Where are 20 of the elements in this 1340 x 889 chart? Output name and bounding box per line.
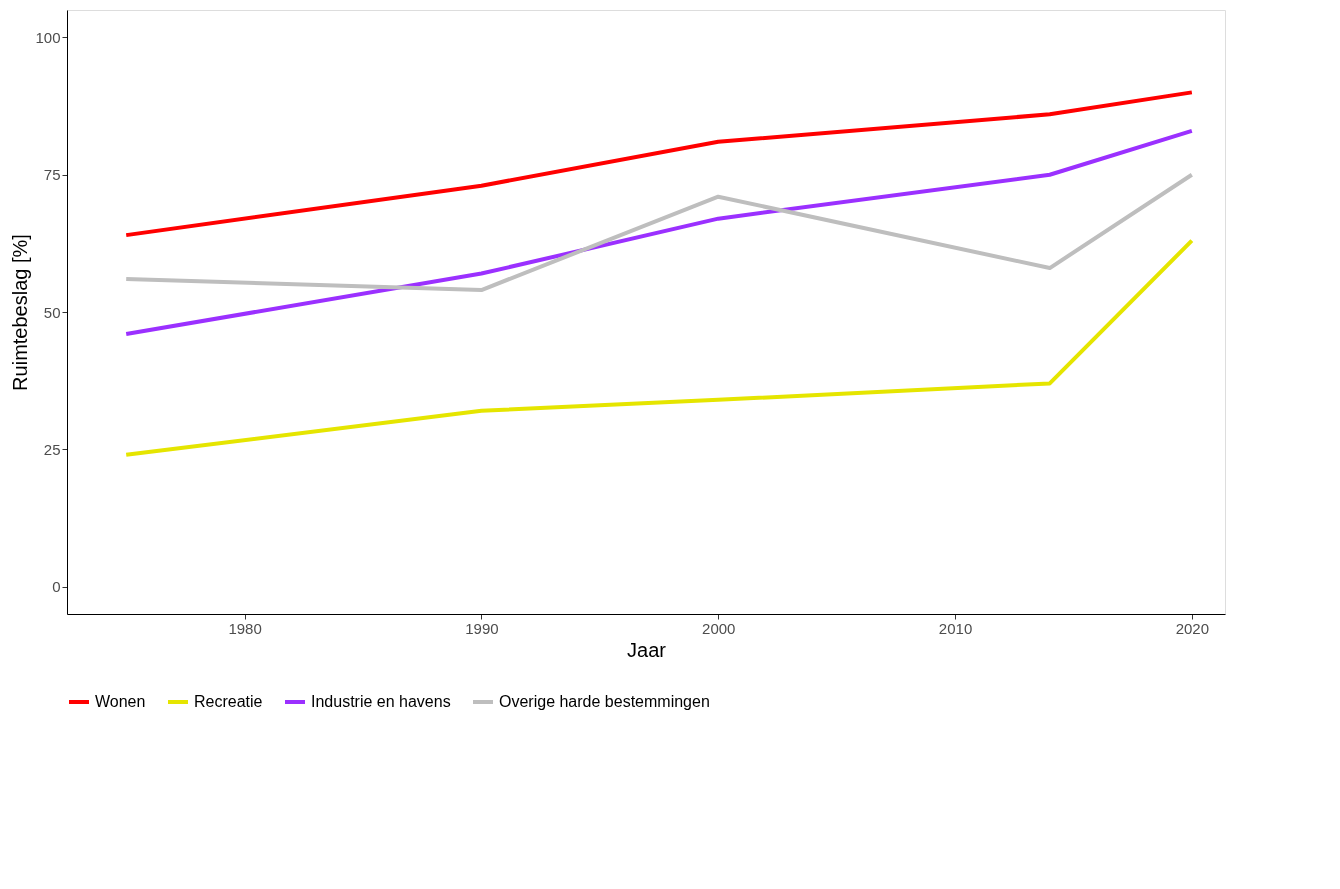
x-tick-label: 1980: [228, 619, 262, 637]
x-tick-label: 2010: [938, 619, 973, 637]
line-series: [124, 238, 1194, 457]
x-axis-title: Jaar: [627, 638, 667, 661]
y-tick-label: 75: [43, 166, 61, 184]
legend-label: Overige harde bestemmingen: [499, 693, 710, 710]
line-series: [124, 90, 1194, 238]
legend-label: Recreatie: [194, 693, 263, 710]
x-tick-label: 2000: [702, 619, 736, 637]
y-tick-label: 0: [52, 578, 61, 596]
x-tick-label: 2020: [1175, 619, 1210, 637]
legend-label: Industrie en havens: [311, 693, 451, 710]
y-tick-label: 100: [35, 28, 61, 46]
y-tick-label: 25: [43, 440, 61, 458]
legend-label: Wonen: [95, 693, 146, 710]
y-tick-label: 50: [43, 303, 61, 321]
x-tick-label: 1990: [465, 619, 499, 637]
line-series: [124, 128, 1194, 336]
line-series: [124, 172, 1194, 293]
y-axis-title: Ruimtebeslag [%]: [9, 234, 32, 391]
